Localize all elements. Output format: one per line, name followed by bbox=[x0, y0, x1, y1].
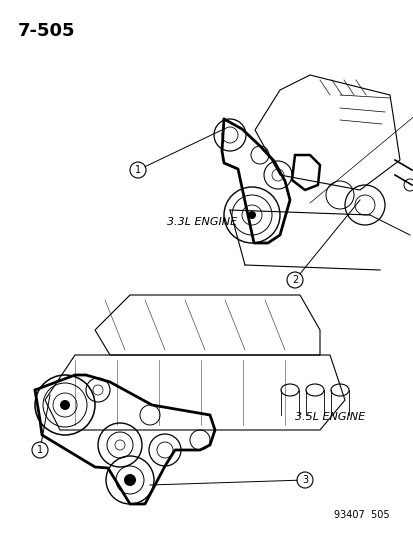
Text: 2: 2 bbox=[291, 275, 297, 285]
Circle shape bbox=[247, 211, 255, 219]
Text: 7-505: 7-505 bbox=[18, 22, 75, 40]
Text: 3: 3 bbox=[301, 475, 307, 485]
Text: 3.3L ENGINE: 3.3L ENGINE bbox=[166, 217, 237, 227]
Circle shape bbox=[124, 474, 136, 486]
Text: 93407  505: 93407 505 bbox=[334, 510, 389, 520]
Text: 3.5L ENGINE: 3.5L ENGINE bbox=[294, 412, 364, 422]
Text: 1: 1 bbox=[135, 165, 141, 175]
Text: 1: 1 bbox=[37, 445, 43, 455]
Circle shape bbox=[60, 400, 70, 410]
